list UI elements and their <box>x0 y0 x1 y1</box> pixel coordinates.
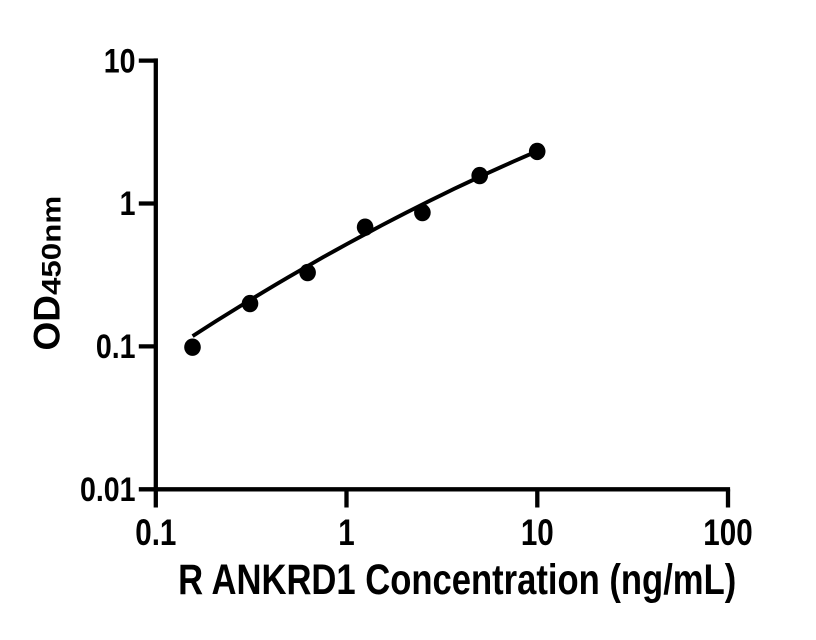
svg-text:100: 100 <box>703 513 752 554</box>
svg-text:10: 10 <box>521 513 554 554</box>
svg-text:0.01: 0.01 <box>80 471 136 509</box>
svg-text:1: 1 <box>120 185 136 223</box>
svg-text:OD: OD <box>26 295 67 351</box>
svg-text:1: 1 <box>338 513 354 554</box>
svg-text:450nm: 450nm <box>37 196 67 295</box>
svg-text:0.1: 0.1 <box>96 328 136 366</box>
svg-text:10: 10 <box>104 42 136 80</box>
svg-text:0.1: 0.1 <box>135 513 176 554</box>
svg-text:R ANKRD1 Concentration (ng/mL): R ANKRD1 Concentration (ng/mL) <box>178 557 736 604</box>
